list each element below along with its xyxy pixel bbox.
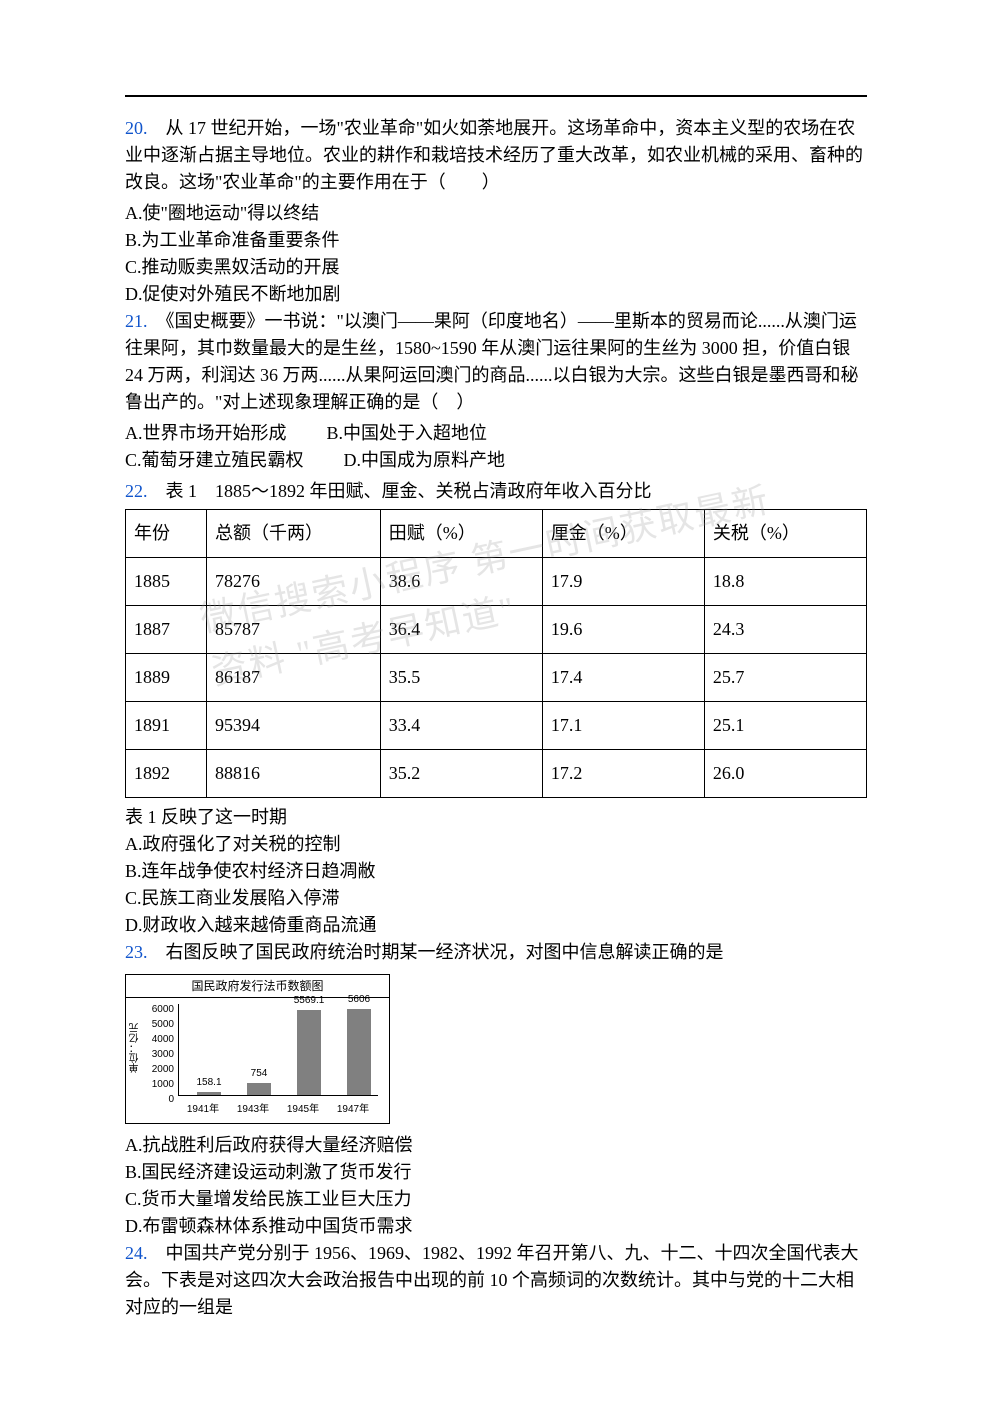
cell: 25.1 [704, 702, 866, 750]
cell: 36.4 [380, 606, 542, 654]
q24-text: 中国共产党分别于 1956、1969、1982、1992 年召开第八、九、十二、… [125, 1243, 859, 1317]
q22-option-d: D.财政收入越来越倚重商品流通 [125, 912, 867, 939]
cell: 1892 [126, 750, 207, 798]
q22-option-b: B.连年战争使农村经济日趋凋敝 [125, 858, 867, 885]
cell: 18.8 [704, 558, 866, 606]
cell: 1885 [126, 558, 207, 606]
question-22: 22. 表 1 1885～1892 年田赋、厘金、关税占清政府年收入百分比 [125, 478, 867, 505]
cell: 17.2 [542, 750, 704, 798]
q23-text: 右图反映了国民政府统治时期某一经济状况，对图中信息解读正确的是 [148, 942, 724, 962]
ytick: 2000 [146, 1062, 174, 1077]
q22-table: 年份 总额（千两） 田赋（%） 厘金（%） 关税（%） 1885 78276 3… [125, 509, 867, 798]
q22-caption: 表 1 1885～1892 年田赋、厘金、关税占清政府年收入百分比 [148, 481, 652, 501]
q22-post: 表 1 反映了这一时期 [125, 804, 867, 831]
q20-option-b: B.为工业革命准备重要条件 [125, 227, 867, 254]
chart-bar [297, 1010, 321, 1095]
table-row: 1892 88816 35.2 17.2 26.0 [126, 750, 867, 798]
ytick: 0 [146, 1092, 174, 1107]
xlabel: 1943年 [228, 1102, 278, 1117]
chart-yticks: 6000 5000 4000 3000 2000 1000 0 [146, 1002, 174, 1107]
q21-option-a: A.世界市场开始形成 [125, 420, 287, 447]
cell: 24.3 [704, 606, 866, 654]
bar-value-label: 158.1 [184, 1075, 234, 1090]
ytick: 1000 [146, 1077, 174, 1092]
cell: 17.9 [542, 558, 704, 606]
q21-option-c: C.葡萄牙建立殖民霸权 [125, 447, 304, 474]
q23-chart: 国民政府发行法币数额图 单位：亿元 6000 5000 4000 3000 20… [125, 974, 390, 1124]
q20-option-d: D.促使对外殖民不断地加剧 [125, 281, 867, 308]
table-row: 1891 95394 33.4 17.1 25.1 [126, 702, 867, 750]
chart-bar [247, 1083, 271, 1095]
table-row: 1889 86187 35.5 17.4 25.7 [126, 654, 867, 702]
chart-bar [347, 1009, 371, 1095]
cell: 17.1 [542, 702, 704, 750]
q23-num: 23. [125, 942, 148, 962]
cell: 38.6 [380, 558, 542, 606]
cell: 17.4 [542, 654, 704, 702]
cell: 86187 [207, 654, 381, 702]
q21-option-b: B.中国处于入超地位 [327, 420, 488, 447]
q20-option-a: A.使"圈地运动"得以终结 [125, 200, 867, 227]
question-20: 20. 从 17 世纪开始，一场"农业革命"如火如荼地展开。这场革命中，资本主义… [125, 115, 867, 196]
th-tianfu: 田赋（%） [380, 510, 542, 558]
bar-value-label: 754 [234, 1066, 284, 1081]
th-year: 年份 [126, 510, 207, 558]
chart-xlabels: 1941年 1943年 1945年 1947年 [178, 1102, 378, 1117]
cell: 85787 [207, 606, 381, 654]
q24-num: 24. [125, 1243, 148, 1263]
chart-plot: 158.17545569.15606 [178, 1004, 378, 1096]
cell: 35.5 [380, 654, 542, 702]
cell: 1887 [126, 606, 207, 654]
question-21: 21. 《国史概要》一书说："以澳门——果阿（印度地名）——里斯本的贸易而论..… [125, 308, 867, 416]
table-row: 1885 78276 38.6 17.9 18.8 [126, 558, 867, 606]
q20-num: 20. [125, 118, 148, 138]
q21-option-d: D.中国成为原料产地 [344, 447, 506, 474]
cell: 1891 [126, 702, 207, 750]
q21-num: 21. [125, 311, 148, 331]
ytick: 4000 [146, 1032, 174, 1047]
chart-bar [197, 1092, 221, 1095]
question-24: 24. 中国共产党分别于 1956、1969、1982、1992 年召开第八、九… [125, 1240, 867, 1321]
xlabel: 1947年 [328, 1102, 378, 1117]
th-total: 总额（千两） [207, 510, 381, 558]
q23-option-d: D.布雷顿森林体系推动中国货币需求 [125, 1213, 867, 1240]
q23-option-a: A.抗战胜利后政府获得大量经济赔偿 [125, 1132, 867, 1159]
ytick: 6000 [146, 1002, 174, 1017]
cell: 26.0 [704, 750, 866, 798]
q22-option-c: C.民族工商业发展陷入停滞 [125, 885, 867, 912]
question-23: 23. 右图反映了国民政府统治时期某一经济状况，对图中信息解读正确的是 [125, 939, 867, 966]
xlabel: 1941年 [178, 1102, 228, 1117]
q23-option-c: C.货币大量增发给民族工业巨大压力 [125, 1186, 867, 1213]
cell: 33.4 [380, 702, 542, 750]
chart-ylabel: 单位：亿元 [128, 1023, 143, 1073]
bar-value-label: 5569.1 [284, 993, 334, 1008]
cell: 88816 [207, 750, 381, 798]
table-header-row: 年份 总额（千两） 田赋（%） 厘金（%） 关税（%） [126, 510, 867, 558]
table-row: 1887 85787 36.4 19.6 24.3 [126, 606, 867, 654]
cell: 95394 [207, 702, 381, 750]
cell: 78276 [207, 558, 381, 606]
q23-option-b: B.国民经济建设运动刺激了货币发行 [125, 1159, 867, 1186]
q22-option-a: A.政府强化了对关税的控制 [125, 831, 867, 858]
q20-option-c: C.推动贩卖黑奴活动的开展 [125, 254, 867, 281]
q22-num: 22. [125, 481, 148, 501]
th-guanshui: 关税（%） [704, 510, 866, 558]
ytick: 3000 [146, 1047, 174, 1062]
cell: 19.6 [542, 606, 704, 654]
cell: 1889 [126, 654, 207, 702]
q20-text: 从 17 世纪开始，一场"农业革命"如火如荼地展开。这场革命中，资本主义型的农场… [125, 118, 863, 192]
th-lijin: 厘金（%） [542, 510, 704, 558]
ytick: 5000 [146, 1017, 174, 1032]
bar-value-label: 5606 [334, 992, 384, 1007]
cell: 25.7 [704, 654, 866, 702]
cell: 35.2 [380, 750, 542, 798]
xlabel: 1945年 [278, 1102, 328, 1117]
q21-text: 《国史概要》一书说："以澳门——果阿（印度地名）——里斯本的贸易而论......… [125, 311, 859, 412]
